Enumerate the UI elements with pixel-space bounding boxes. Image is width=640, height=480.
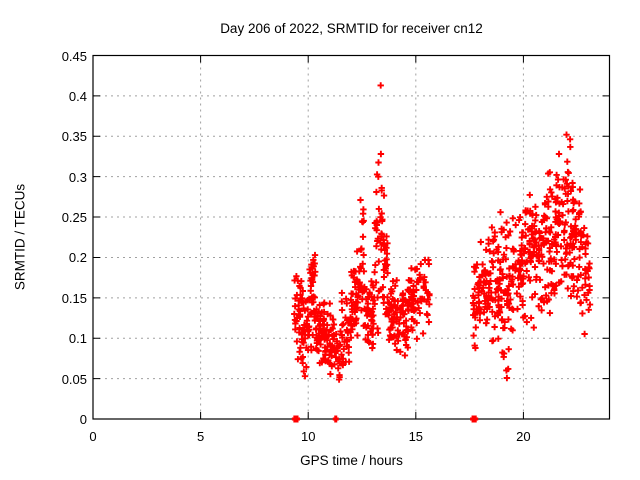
y-tick-label: 0.45 [61, 48, 87, 64]
chart-title: Day 206 of 2022, SRMTID for receiver cn1… [220, 21, 483, 36]
y-tick-label: 0.1 [68, 331, 87, 347]
x-axis-label: GPS time / hours [300, 453, 403, 468]
y-tick-label: 0.05 [61, 371, 87, 387]
y-axis-label: SRMTID / TECUs [12, 183, 28, 291]
y-tick-label: 0.35 [61, 129, 87, 145]
x-tick-label: 10 [300, 429, 316, 444]
scatter-points [291, 82, 594, 383]
y-tick-label: 0.25 [61, 210, 87, 226]
x-tick-label: 15 [408, 429, 424, 444]
x-tick-label: 5 [196, 429, 205, 444]
y-tick-label: 0.2 [68, 250, 87, 266]
y-tick-label: 0.4 [68, 88, 87, 104]
x-tick-label: 20 [516, 429, 531, 444]
y-tick-label: 0 [79, 412, 87, 427]
zero-value-points [291, 415, 479, 423]
x-tick-label: 0 [89, 429, 97, 444]
y-tick-label: 0.15 [61, 290, 87, 306]
y-tick-label: 0.3 [68, 169, 87, 185]
